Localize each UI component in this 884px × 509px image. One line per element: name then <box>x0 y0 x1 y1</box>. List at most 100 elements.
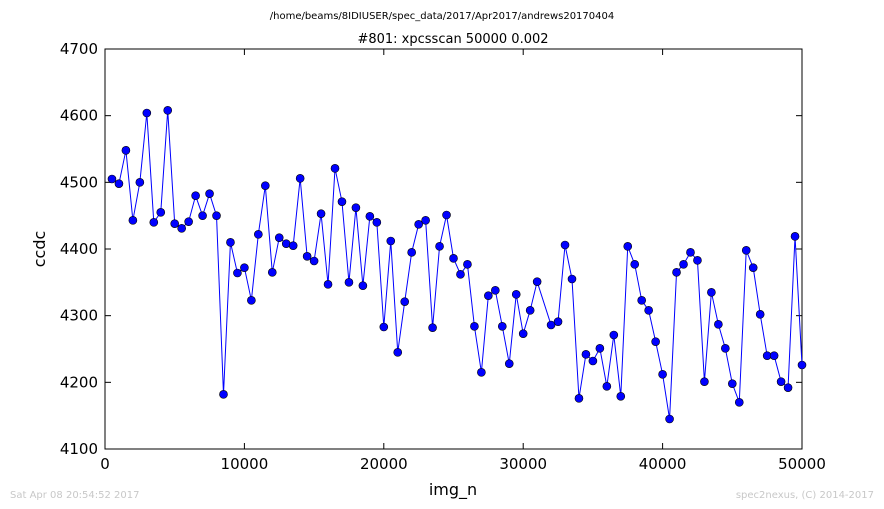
data-point <box>546 320 556 330</box>
y-axis-label: ccdc <box>30 231 49 268</box>
x-axis-label: img_n <box>429 480 477 500</box>
data-point <box>616 392 626 401</box>
data-point <box>233 268 242 278</box>
data-point <box>755 310 765 319</box>
data-point <box>177 224 186 233</box>
data-point <box>644 306 653 315</box>
data-point <box>219 390 228 399</box>
data-point <box>721 344 730 353</box>
data-point <box>442 210 451 220</box>
data-point <box>400 297 410 306</box>
data-point <box>240 263 249 272</box>
data-point <box>574 394 584 403</box>
data-point <box>261 181 270 190</box>
data-point <box>170 219 179 228</box>
data-point <box>344 278 354 287</box>
data-point <box>135 178 145 187</box>
data-point <box>588 356 598 366</box>
data-point <box>602 382 612 391</box>
x-tick-label: 0 <box>100 455 110 473</box>
data-point <box>769 351 779 360</box>
data-point <box>414 220 423 229</box>
data-point <box>316 209 326 218</box>
data-point <box>114 179 124 188</box>
data-point <box>790 232 800 241</box>
data-point <box>491 286 500 295</box>
data-point <box>734 398 744 407</box>
data-point <box>302 252 312 261</box>
x-tick-label: 10000 <box>221 455 269 473</box>
data-point <box>198 211 207 220</box>
x-tick-label: 20000 <box>360 455 408 473</box>
footer-timestamp: Sat Apr 08 20:54:52 2017 <box>10 490 140 501</box>
data-point <box>463 260 472 269</box>
data-point <box>665 414 674 424</box>
data-point <box>637 296 646 305</box>
data-point <box>449 254 458 263</box>
data-point <box>525 306 535 315</box>
data-point <box>497 322 507 331</box>
data-point <box>386 236 396 246</box>
data-point <box>456 270 465 279</box>
data-point <box>267 268 277 277</box>
data-point <box>511 290 521 299</box>
data-point <box>693 256 702 265</box>
data-point <box>121 146 131 155</box>
data-point <box>365 212 375 221</box>
axis-ticks: 0 10000 20000 30000 40000 50000 4100 4200 4300 44… <box>60 40 826 473</box>
data-point <box>226 238 235 247</box>
data-point <box>623 242 633 251</box>
data-point <box>484 291 493 300</box>
data-point <box>553 317 563 326</box>
data-point <box>609 330 619 340</box>
data-point <box>212 211 221 220</box>
data-point <box>630 260 640 269</box>
data-point <box>783 383 793 392</box>
data-point <box>714 320 723 329</box>
data-point <box>393 348 403 357</box>
y-tick-label: 4600 <box>60 107 98 125</box>
data-point <box>323 280 333 289</box>
data-point <box>351 203 361 212</box>
data-point <box>254 230 263 239</box>
data-point <box>191 191 200 200</box>
data-point <box>581 350 591 359</box>
y-tick-label: 4200 <box>60 373 98 391</box>
y-tick-label: 4400 <box>60 240 98 258</box>
y-tick-label: 4500 <box>60 173 98 191</box>
data-point <box>247 296 256 305</box>
data-point <box>295 174 305 183</box>
data-point <box>595 344 605 353</box>
data-point <box>518 329 528 338</box>
data-point <box>700 377 709 386</box>
data-point <box>337 197 347 206</box>
data-point <box>407 248 416 257</box>
footer-credit: spec2nexus, (C) 2014-2017 <box>736 490 874 501</box>
data-point <box>421 216 430 225</box>
data-point <box>274 233 284 242</box>
data-point <box>372 218 382 227</box>
data-point <box>797 360 807 370</box>
data-point <box>748 263 758 272</box>
chart-title: #801: xpcsscan 50000 0.002 <box>357 32 548 47</box>
x-tick-label: 50000 <box>778 455 826 473</box>
data-point <box>358 281 368 290</box>
data-point <box>672 268 681 277</box>
data-point <box>156 208 166 217</box>
data-point <box>504 359 514 368</box>
data-point <box>107 174 117 184</box>
data-point <box>205 189 214 198</box>
data-point <box>163 106 173 115</box>
data-point <box>309 256 319 266</box>
data-point <box>560 240 570 250</box>
data-point <box>330 164 340 173</box>
data-point <box>128 216 138 225</box>
y-tick-label: 4700 <box>60 40 98 58</box>
data-point <box>477 368 486 377</box>
data-point <box>379 322 389 332</box>
data-point <box>149 218 159 227</box>
x-tick-label: 40000 <box>639 455 687 473</box>
series-layer <box>107 106 807 424</box>
data-point <box>532 277 542 286</box>
